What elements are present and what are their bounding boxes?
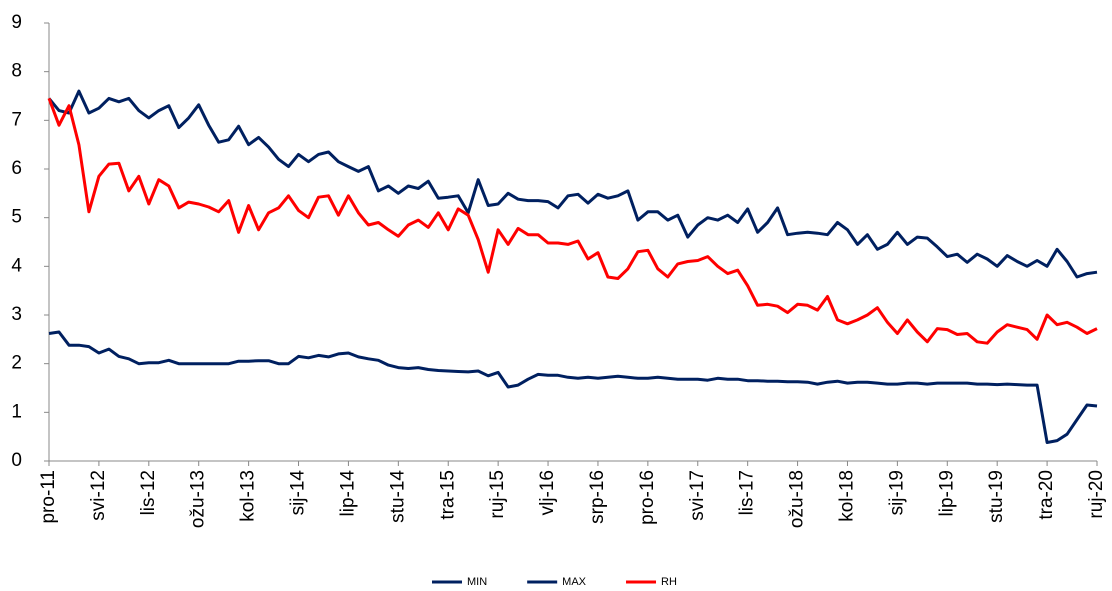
y-tick-label: 9 bbox=[11, 12, 22, 33]
x-tick-label: vlj-16 bbox=[537, 470, 558, 515]
x-tick-label: ožu-18 bbox=[787, 470, 808, 528]
x-tick-label: pro-11 bbox=[38, 470, 59, 524]
x-tick-label: ožu-13 bbox=[188, 470, 209, 528]
y-tick-label: 8 bbox=[11, 61, 22, 82]
x-tick-label: srp-16 bbox=[587, 470, 608, 524]
legend-label: MIN bbox=[467, 576, 487, 588]
x-tick-label: stu-14 bbox=[387, 470, 408, 523]
y-tick-label: 5 bbox=[11, 207, 22, 228]
x-tick-label: lip-19 bbox=[936, 470, 957, 516]
series-line bbox=[48, 330, 1098, 444]
x-tick-label: kol-13 bbox=[238, 470, 259, 522]
x-tick-label: sij-19 bbox=[886, 470, 907, 515]
y-tick-label: 0 bbox=[11, 450, 22, 471]
y-tick-label: 2 bbox=[11, 353, 22, 374]
x-tick-label: lis-12 bbox=[138, 470, 159, 515]
x-tick-label: pro-16 bbox=[637, 470, 658, 525]
y-tick-label: 7 bbox=[11, 109, 22, 130]
x-tick-label: tra-15 bbox=[437, 470, 458, 520]
y-tick-label: 6 bbox=[11, 158, 22, 179]
x-tick-label: tra-20 bbox=[1036, 470, 1057, 520]
legend-label: RH bbox=[661, 576, 677, 588]
x-tick-label: svi-12 bbox=[88, 470, 109, 521]
x-tick-label: sij-14 bbox=[288, 470, 309, 516]
legend-label: MAX bbox=[562, 576, 587, 588]
x-tick-label: ruj-15 bbox=[487, 470, 508, 519]
series-line bbox=[47, 97, 1098, 345]
series-line bbox=[47, 89, 1098, 279]
x-tick-label: ruj-20 bbox=[1086, 470, 1107, 519]
x-tick-label: stu-19 bbox=[986, 470, 1007, 523]
y-tick-label: 3 bbox=[11, 304, 22, 325]
x-tick-label: svi-17 bbox=[687, 470, 708, 521]
x-tick-label: kol-18 bbox=[836, 470, 857, 522]
x-tick-label: lis-17 bbox=[737, 470, 758, 515]
x-tick-label: lip-14 bbox=[337, 470, 358, 517]
y-tick-label: 4 bbox=[11, 255, 22, 276]
y-tick-label: 1 bbox=[11, 401, 22, 422]
